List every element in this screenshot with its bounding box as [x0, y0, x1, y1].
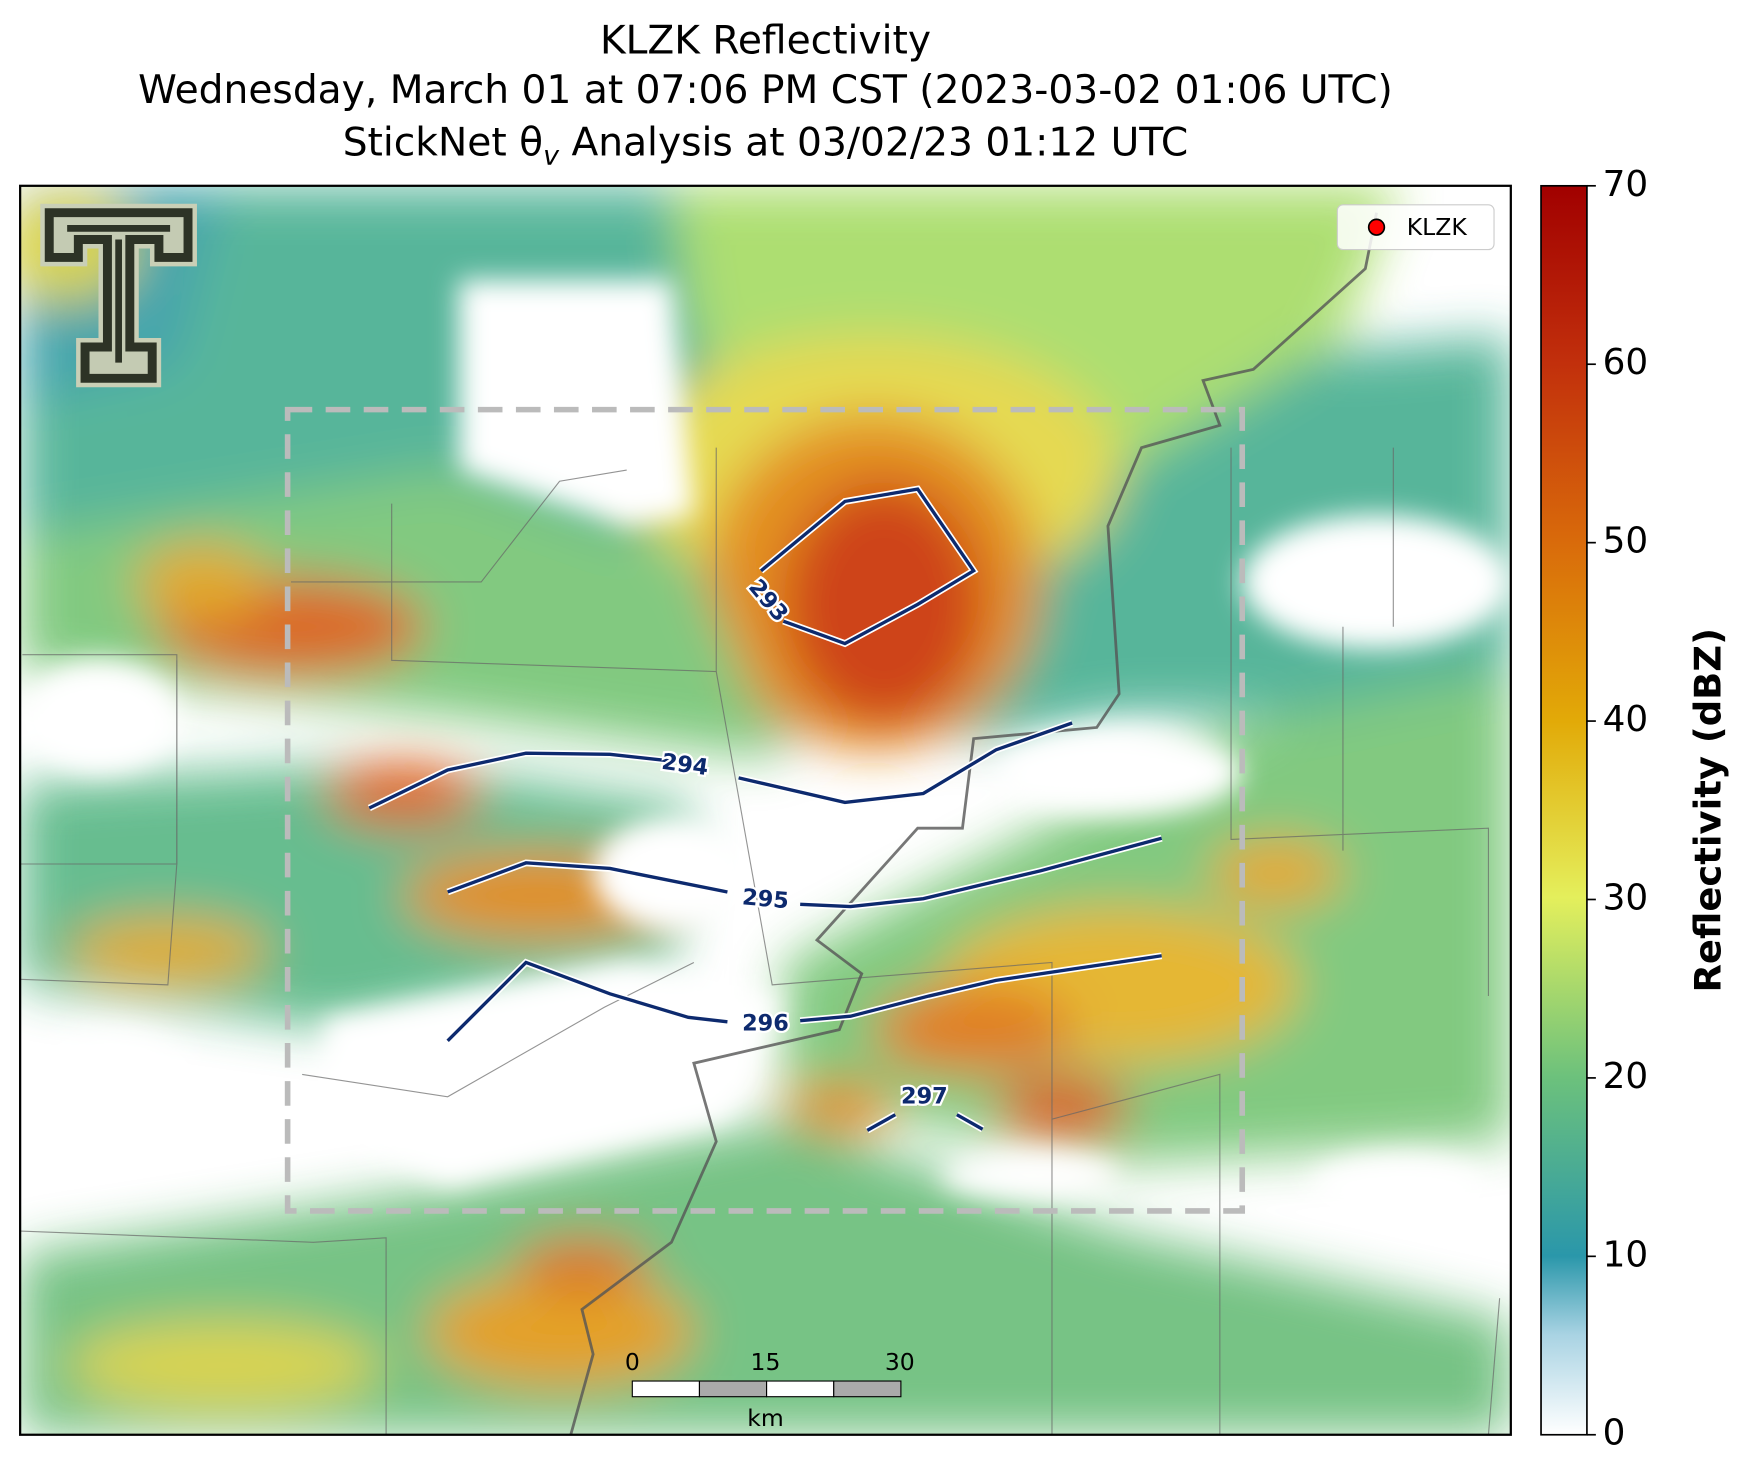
- radar-map: 293 294 295 296 297 KLZK 0 15 30 km: [20, 185, 1511, 1435]
- scale-bar: 0 15 30 km: [625, 1348, 915, 1432]
- title-prefix: StickNet θ: [343, 121, 543, 166]
- colorbar-tick-label: 70: [1603, 164, 1649, 205]
- colorbar-tick-label: 0: [1603, 1413, 1626, 1454]
- colorbar-label: Reflectivity (dBZ): [1687, 628, 1730, 992]
- colorbar: Reflectivity (dBZ) 0 10 20 30 40 50 60 70: [1540, 164, 1730, 1454]
- title-line2: Wednesday, March 01 at 07:06 PM CST (202…: [138, 68, 1393, 113]
- ttu-logo: [40, 203, 197, 388]
- legend-marker: [1367, 218, 1386, 236]
- scale-label: 15: [751, 1348, 781, 1376]
- scale-label: 0: [625, 1348, 640, 1376]
- colorbar-tick-label: 50: [1603, 521, 1649, 562]
- colorbar-ramp: [1540, 184, 1588, 1436]
- title-subscript: v: [543, 141, 560, 172]
- colorbar-tick-label: 20: [1603, 1056, 1649, 1097]
- scale-label: 30: [885, 1348, 915, 1376]
- contour-label: 297: [901, 1083, 948, 1109]
- contour-label: 295: [741, 884, 790, 914]
- title-line3: StickNet θv Analysis at 03/02/23 01:12 U…: [343, 121, 1189, 172]
- colorbar-tick-label: 40: [1603, 699, 1649, 740]
- legend-label: KLZK: [1407, 213, 1468, 241]
- county-lines: [20, 447, 1501, 1435]
- map-frame: [19, 184, 1512, 1436]
- title-line1: KLZK Reflectivity: [600, 19, 931, 64]
- clear-areas: [22, 279, 1511, 1220]
- theta-v-contours: [367, 485, 1163, 1134]
- colorbar-tick-label: 30: [1603, 877, 1649, 918]
- colorbar-tick-label: 10: [1603, 1234, 1649, 1275]
- reflectivity-field: [20, 185, 1511, 1435]
- contour-label: 296: [742, 1011, 789, 1037]
- analysis-domain: [284, 406, 1246, 1214]
- legend: KLZK: [1336, 204, 1495, 251]
- colorbar-tick-label: 60: [1603, 342, 1649, 383]
- scale-unit: km: [747, 1404, 784, 1432]
- state-line: [569, 212, 1378, 1435]
- title-suffix: Analysis at 03/02/23 01:12 UTC: [559, 121, 1188, 166]
